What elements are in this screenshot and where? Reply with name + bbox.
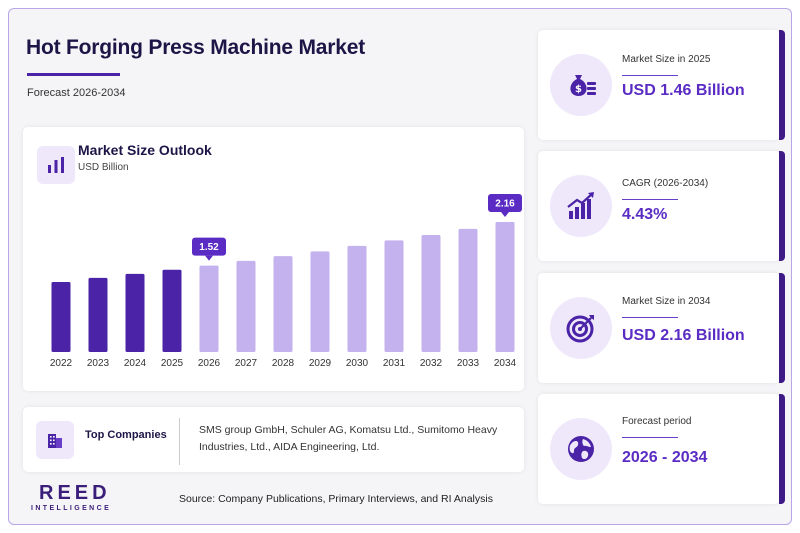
stat-rule [622,75,678,76]
globe-icon [550,418,612,480]
top-companies-list: SMS group GmbH, Schuler AG, Komatsu Ltd.… [199,424,498,453]
bar-2026 [199,265,219,352]
bar-2025 [162,269,182,352]
bar-2034 [495,222,515,352]
bar-2032 [421,234,441,352]
page-subtitle: Forecast 2026-2034 [27,87,126,99]
x-tick-label: 2032 [420,358,443,369]
x-tick-label: 2030 [346,358,369,369]
x-tick-label: 2031 [383,358,406,369]
market-size-bar-chart: 2022 2023 2024 2025 2026 1.52 2027 2028 2029 2030… [50,194,522,369]
stat-value-forecast-period: 2026 - 2034 [622,449,708,466]
stat-value-market-size-2034: USD 2.16 Billion [622,327,745,344]
stat-label-cagr: CAGR (2026-2034) [622,178,709,189]
bar-2022 [51,282,71,352]
x-tick-label: 2034 [494,358,517,369]
data-label-2034: 2.16 [495,199,515,210]
bar-2031 [384,240,404,352]
bar-2024 [125,273,145,352]
building-icon [36,421,74,459]
data-label-2026: 1.52 [199,242,219,253]
page-title: Hot Forging Press Machine Market [26,36,366,59]
x-tick-label: 2023 [87,358,110,369]
bar-2033 [458,228,478,352]
bar-chart-icon [37,146,75,184]
money-bag-icon: $ [550,54,612,116]
bar-2029 [310,251,330,352]
stat-rule [622,317,678,318]
stat-label-market-size-2034: Market Size in 2034 [622,296,711,307]
data-label-box [192,237,226,256]
companies-card [23,407,524,472]
companies-divider [179,418,180,465]
target-icon [550,297,612,359]
stat-value-cagr: 4.43% [622,206,668,223]
stat-rule [622,199,678,200]
x-tick-label: 2024 [124,358,147,369]
x-tick-label: 2028 [272,358,295,369]
x-tick-label: 2027 [235,358,258,369]
svg-text:$: $ [575,84,582,95]
x-tick-label: 2025 [161,358,184,369]
data-label-pointer [501,212,509,217]
bar-2028 [273,256,293,352]
x-tick-label: 2029 [309,358,332,369]
top-companies-label: Top Companies [85,429,167,441]
brand-logo-name: REED [39,482,111,504]
chart-title: Market Size Outlook [78,142,212,158]
bar-2027 [236,260,256,352]
title-underline [27,73,120,76]
data-label-box [488,194,522,212]
stat-value-market-size-2025: USD 1.46 Billion [622,82,745,99]
stat-rule [622,437,678,438]
stat-label-market-size-2025: Market Size in 2025 [622,54,711,65]
data-label-pointer [205,255,213,261]
x-tick-label: 2022 [50,358,73,369]
x-tick-label: 2033 [457,358,480,369]
x-tick-label: 2026 [198,358,221,369]
brand-logo-tagline: INTELLIGENCE [31,505,112,512]
chart-unit: USD Billion [78,162,129,173]
source-note: Source: Company Publications, Primary In… [179,493,493,505]
growth-chart-icon [550,175,612,237]
stat-label-forecast-period: Forecast period [622,416,692,427]
bar-2023 [88,277,108,352]
bar-2030 [347,245,367,352]
